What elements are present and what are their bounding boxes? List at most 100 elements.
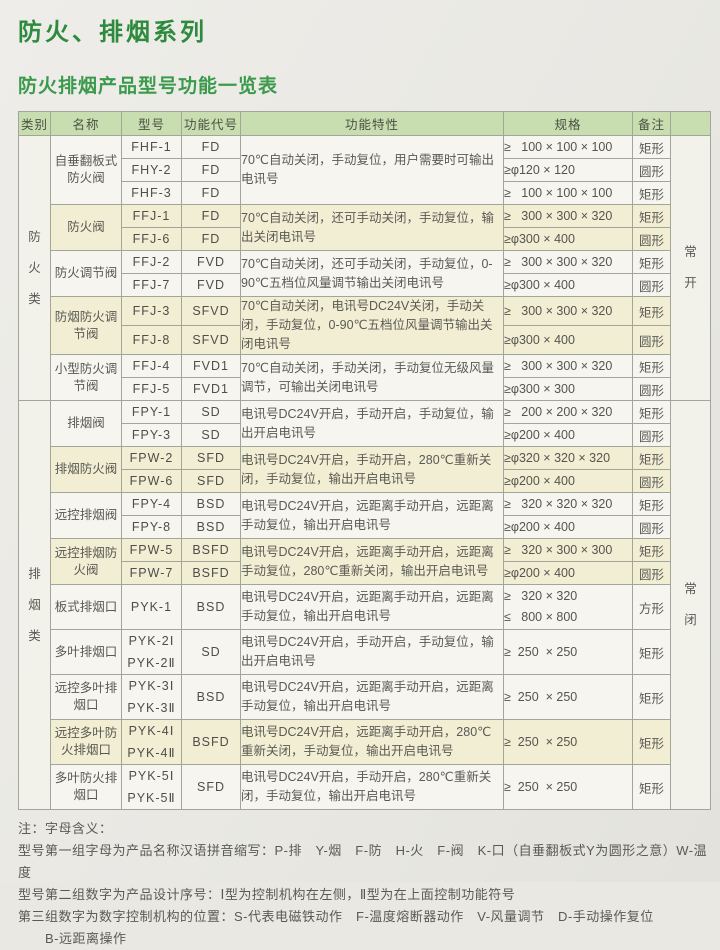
shape-remark: 矩形: [632, 719, 671, 765]
state-char: 常: [684, 582, 697, 596]
shape-remark: 矩形: [632, 629, 671, 675]
state-char: 开: [684, 276, 697, 290]
shape-remark: 矩形: [632, 204, 671, 228]
category-cell: 防火类: [18, 135, 51, 401]
column-header-4: 功能代号: [181, 111, 241, 136]
model-cell: FPY-8: [121, 515, 182, 539]
table-row: 板式排烟口 PYK-1 BSD 电讯号DC24V开启，远距离手动开启，远距离手动复位，…: [19, 584, 711, 630]
shape-remark: 矩形: [632, 446, 671, 470]
shape-remark: 矩形: [632, 492, 671, 516]
spec-cell: ≥ 320 × 320 ≤ 800 × 800: [503, 584, 633, 630]
spec-line: ≥φ200 × 400: [504, 565, 575, 580]
spec-line: ≥φ300 × 300: [504, 381, 575, 396]
category-char: 火: [28, 260, 41, 275]
spec-line: ≥ 300 × 300 × 320: [504, 254, 613, 269]
function-code: BSFD: [181, 561, 241, 585]
table-row: 排烟类排烟阀 FPY-1 SD 电讯号DC24V开启，手动开启，手动复位，输出开启电讯…: [18, 400, 711, 810]
model-label: FFJ-8: [132, 333, 171, 347]
table-row: FPW-7 BSFD ≥φ200 × 400 圆形: [19, 561, 711, 585]
model-cell: FPW-7: [121, 561, 182, 585]
state-char: 闭: [684, 613, 697, 627]
category-char: 类: [28, 628, 41, 643]
page-title: 防火、排烟系列: [18, 19, 207, 46]
spec-cell: ≥ 100 × 100 × 100: [503, 135, 633, 159]
spec-line: ≥ 320 × 320: [504, 589, 578, 603]
model-label: FPW-5: [129, 543, 174, 557]
function-code: FD: [181, 158, 241, 182]
spec-cell: ≥φ200 × 400: [503, 561, 633, 585]
function-code: SFD: [181, 469, 241, 493]
category-char: 烟: [28, 597, 41, 612]
model-label: FPY-8: [131, 520, 172, 534]
product-name: 远控排烟阀: [50, 492, 122, 539]
spec-line: ≥ 250 × 250: [504, 779, 578, 794]
spec-line: ≥φ120 × 120: [504, 162, 575, 177]
model-label: FFJ-5: [132, 382, 171, 396]
function-features: 电讯号DC24V开启，手动开启，手动复位，输出开启电讯号: [240, 400, 504, 447]
spec-line: ≥φ300 × 400: [504, 277, 575, 292]
table-row: 远控排烟阀 FPY-4 BSD 电讯号DC24V开启，远距离手动开启，远距离手动复位，…: [19, 492, 711, 539]
table-row: 远控多叶防火排烟口 PYK-4Ⅰ PYK-4Ⅱ BSFD 电讯号DC24V开启，远距离手…: [19, 719, 711, 765]
model-cell: FFJ-5: [121, 377, 182, 401]
column-header-1: 类别: [18, 111, 51, 136]
model-cell: FFJ-3: [121, 296, 182, 326]
product-name: 排烟阀: [50, 400, 122, 447]
model-cell: PYK-5Ⅰ PYK-5Ⅱ: [121, 764, 182, 810]
spec-cell: ≥ 320 × 300 × 300: [503, 538, 633, 562]
model-cell: FFJ-6: [121, 227, 182, 251]
model-cell: FHF-3: [121, 181, 182, 205]
model-cell: PYK-4Ⅰ PYK-4Ⅱ: [121, 719, 182, 765]
products-table: 类别 名称 型号 功能代号 功能特性 规格 备注防火类自垂翻板式防火阀 FHF-1 FD 70℃自…: [18, 111, 711, 810]
column-header-5: 功能特性: [240, 111, 504, 136]
model-label: PYK-3Ⅰ: [128, 679, 175, 693]
product-name: 远控多叶防火排烟口: [50, 719, 122, 765]
product-name: 远控多叶排烟口: [50, 674, 122, 720]
product-name: 远控排烟防火阀: [50, 538, 122, 585]
function-features: 电讯号DC24V开启，手动开启，280℃重新关闭，手动复位，输出开启电讯号: [240, 446, 504, 493]
function-features: 电讯号DC24V开启，远距离手动开启，远距离手动复位，280℃重新关闭，输出开启…: [240, 538, 504, 585]
model-cell: FFJ-4: [121, 354, 182, 378]
shape-remark: 矩形: [632, 296, 671, 326]
model-cell: FPW-2: [121, 446, 182, 470]
spec-line: ≥ 320 × 300 × 300: [504, 542, 613, 557]
model-label: PYK-5Ⅰ: [128, 769, 175, 783]
table-row: FPW-6 SFD ≥φ200 × 400 圆形: [19, 469, 711, 493]
model-cell: FFJ-8: [121, 325, 182, 355]
category-char: 防: [28, 229, 41, 244]
function-features: 电讯号DC24V开启，远距离手动开启，远距离手动复位，输出开启电讯号: [240, 492, 504, 539]
shape-remark: 圆形: [632, 377, 671, 401]
spec-line: ≥ 300 × 300 × 320: [504, 358, 613, 373]
model-label: FFJ-7: [132, 278, 171, 292]
notes: 注：字母含义： 型号第一组字母为产品名称汉语拼音缩写：P-排 Y-烟 F-防 H-…: [18, 818, 710, 950]
model-label: FPW-6: [129, 474, 174, 488]
spec-cell: ≥ 100 × 100 × 100: [503, 181, 633, 205]
table-row: 防火调节阀 FFJ-2 FVD 70℃自动关闭，还可手动关闭，手动复位，0-90℃五档…: [19, 250, 711, 297]
state-cell: 常开: [670, 135, 711, 401]
model-label: PYK-2Ⅰ: [128, 634, 175, 648]
function-code: SD: [181, 423, 241, 447]
product-name: 多叶防火排烟口: [50, 764, 122, 810]
spec-cell: ≥ 250 × 250: [503, 719, 633, 765]
model-label: FFJ-6: [132, 232, 171, 246]
function-code: FVD: [181, 273, 241, 297]
spec-line: ≥ 250 × 250: [504, 644, 578, 659]
function-code: BSD: [181, 492, 241, 516]
model-cell: FPY-4: [121, 492, 182, 516]
shape-remark: 矩形: [632, 135, 671, 159]
model-cell: PYK-2Ⅰ PYK-2Ⅱ: [121, 629, 182, 675]
spec-cell: ≥φ120 × 120: [503, 158, 633, 182]
spec-line: ≥ 250 × 250: [504, 689, 578, 704]
function-code: BSD: [181, 515, 241, 539]
table-row: FHY-2 FD ≥φ120 × 120 圆形: [19, 158, 711, 182]
shape-remark: 矩形: [632, 674, 671, 720]
table-row: 远控多叶排烟口 PYK-3Ⅰ PYK-3Ⅱ BSD 电讯号DC24V开启，远距离手动开启…: [19, 674, 711, 720]
note-line-2: 型号第一组字母为产品名称汉语拼音缩写：P-排 Y-烟 F-防 H-火 F-阀 K…: [18, 843, 708, 880]
spec-line: ≥ 320 × 320 × 320: [504, 496, 613, 511]
spec-cell: ≥ 300 × 300 × 320: [503, 296, 633, 326]
product-name: 防火阀: [50, 204, 122, 251]
spec-line: ≤ 800 × 800: [504, 610, 578, 624]
table-row: 防火阀 FFJ-1 FD 70℃自动关闭，还可手动关闭，手动复位，输出关闭电讯号 ≥ 3…: [19, 204, 711, 251]
spec-line: ≥ 300 × 300 × 320: [504, 303, 613, 318]
spec-cell: ≥φ320 × 320 × 320: [503, 446, 633, 470]
column-header-8: [670, 111, 711, 136]
